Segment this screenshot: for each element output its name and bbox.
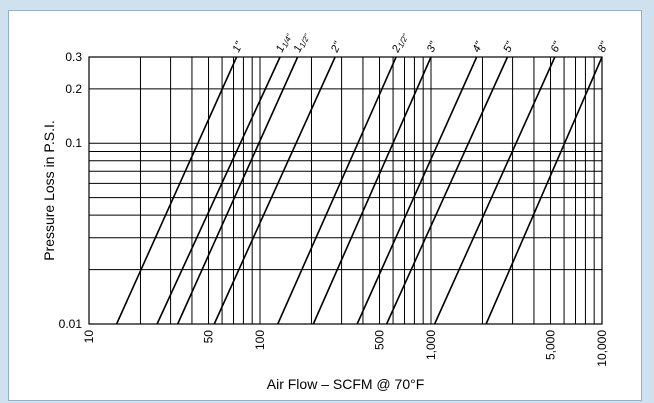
series-label: 6" <box>549 39 565 54</box>
x-tick-label: 50 <box>202 330 216 344</box>
series-label: 21/2" <box>390 30 411 56</box>
x-tick-label: 1,000 <box>424 330 438 360</box>
y-tick-label: 0.01 <box>59 317 83 331</box>
plot-frame <box>88 56 603 325</box>
y-tick-label: 0.1 <box>65 136 82 150</box>
series-label: 4" <box>471 39 487 54</box>
series-label: 2" <box>329 39 345 55</box>
series-line <box>433 56 556 325</box>
y-tick-label: 0.2 <box>65 82 82 96</box>
x-tick-label: 10,000 <box>595 330 609 367</box>
x-tick-label: 10 <box>82 330 96 344</box>
series-line <box>356 56 478 325</box>
x-axis-title: Air Flow – SCFM @ 70°F <box>267 376 425 392</box>
series-line <box>277 56 397 325</box>
series-line <box>485 56 603 325</box>
x-tick-label: 500 <box>373 330 387 350</box>
series-line <box>115 56 238 325</box>
series-line <box>176 56 299 325</box>
series-line <box>312 56 432 325</box>
x-tick-label: 100 <box>253 330 267 350</box>
series-label: 1" <box>230 39 246 54</box>
series-label: 8" <box>596 39 612 54</box>
chart-panel <box>8 10 642 401</box>
x-tick-label: 5,000 <box>544 330 558 360</box>
y-tick-label: 0.3 <box>65 50 82 64</box>
y-axis-title: Pressure Loss in P.S.I. <box>41 120 57 261</box>
series-label: 11/2" <box>291 30 312 55</box>
series-label: 5" <box>501 39 517 54</box>
series-label: 3" <box>425 39 441 54</box>
series-line <box>213 56 336 325</box>
series-label: 11/4" <box>274 30 295 55</box>
series-line <box>156 56 281 325</box>
series-line <box>385 56 509 325</box>
